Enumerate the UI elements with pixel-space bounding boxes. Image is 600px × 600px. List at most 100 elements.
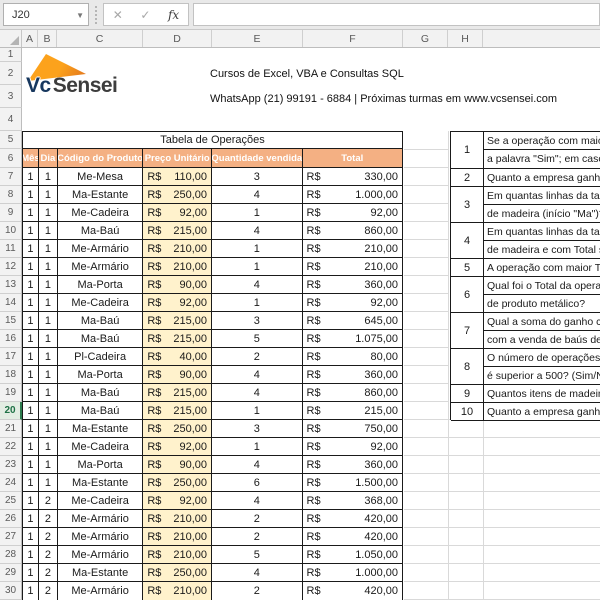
row-header-15[interactable]: 15	[0, 312, 22, 330]
cell-codigo[interactable]: Me-Armário	[57, 240, 144, 258]
cell-preco[interactable]: R$ 90,00	[143, 456, 213, 474]
column-header-H[interactable]: H	[448, 30, 483, 47]
cell-quantidade[interactable]: 4	[212, 564, 303, 582]
question-number[interactable]: 1	[451, 132, 484, 169]
cell-total[interactable]: R$ 92,00	[302, 294, 403, 312]
cell-quantidade[interactable]: 3	[212, 312, 303, 330]
cell-total[interactable]: R$ 210,00	[302, 258, 403, 276]
cell-preco[interactable]: R$ 210,00	[143, 546, 213, 564]
question-line[interactable]: Se a operação com maior T	[484, 132, 600, 150]
cell-codigo[interactable]: Me-Cadeira	[57, 492, 144, 510]
cell-total[interactable]: R$ 330,00	[302, 168, 403, 186]
cell-codigo[interactable]: Me-Cadeira	[57, 438, 144, 456]
cell-codigo[interactable]: Ma-Porta	[57, 456, 144, 474]
row-header-2[interactable]: 2	[0, 62, 22, 85]
cell-total[interactable]: R$ 1.050,00	[302, 546, 403, 564]
row-header-23[interactable]: 23	[0, 456, 22, 474]
cell-codigo[interactable]: Me-Armário	[57, 510, 144, 528]
operations-header-4[interactable]: Quantidade vendida	[212, 149, 303, 168]
row-header-17[interactable]: 17	[0, 348, 22, 366]
cell-preco[interactable]: R$ 250,00	[143, 420, 213, 438]
cell-dia[interactable]: 1	[38, 294, 58, 312]
operations-header-0[interactable]: Mês	[23, 149, 39, 168]
cell-quantidade[interactable]: 2	[212, 582, 303, 600]
cell-preco[interactable]: R$ 92,00	[143, 204, 213, 222]
cell-codigo[interactable]: Ma-Estante	[57, 474, 144, 492]
cell-codigo[interactable]: Me-Armário	[58, 582, 144, 600]
cell-codigo[interactable]: Me-Cadeira	[57, 294, 144, 312]
cell-quantidade[interactable]: 4	[212, 186, 303, 204]
cell-mes[interactable]: 1	[23, 402, 39, 420]
cell-codigo[interactable]: Me-Armário	[57, 528, 144, 546]
name-box-dropdown-icon[interactable]: ▼	[76, 11, 84, 20]
cell-dia[interactable]: 1	[38, 420, 58, 438]
cell-preco[interactable]: R$ 210,00	[143, 528, 213, 546]
operations-header-5[interactable]: Total	[302, 149, 402, 168]
question-line[interactable]: A operação com maior Tot	[484, 259, 600, 277]
row-header-14[interactable]: 14	[0, 294, 22, 312]
cell-quantidade[interactable]: 1	[212, 240, 303, 258]
cell-mes[interactable]: 1	[23, 492, 39, 510]
row-header-8[interactable]: 8	[0, 186, 22, 204]
cancel-icon[interactable]: ✕	[112, 7, 123, 22]
cell-preco[interactable]: R$ 210,00	[143, 258, 213, 276]
cell-total[interactable]: R$ 420,00	[302, 528, 403, 546]
cell-quantidade[interactable]: 1	[212, 294, 303, 312]
cell-preco[interactable]: R$ 250,00	[143, 564, 213, 582]
cell-dia[interactable]: 1	[38, 384, 58, 402]
cell-mes[interactable]: 1	[23, 294, 39, 312]
column-header-C[interactable]: C	[57, 30, 143, 47]
cell-total[interactable]: R$ 92,00	[302, 204, 403, 222]
row-header-10[interactable]: 10	[0, 222, 22, 240]
cell-preco[interactable]: R$ 215,00	[143, 402, 213, 420]
row-header-5[interactable]: 5	[0, 131, 22, 149]
cell-codigo[interactable]: Pl-Cadeira	[57, 348, 144, 366]
cell-preco[interactable]: R$ 215,00	[143, 384, 213, 402]
cell-mes[interactable]: 1	[23, 510, 39, 528]
row-header-4[interactable]: 4	[0, 108, 22, 131]
cell-mes[interactable]: 1	[23, 456, 39, 474]
cell-total[interactable]: R$ 368,00	[302, 492, 403, 510]
row-header-30[interactable]: 30	[0, 582, 22, 600]
question-number[interactable]: 4	[451, 223, 484, 259]
question-number[interactable]: 8	[451, 349, 484, 385]
question-line[interactable]: Qual a soma do ganho com	[484, 313, 600, 331]
question-line[interactable]: Quantos itens de madeira	[484, 385, 600, 403]
question-line[interactable]: com a venda de baús de m	[484, 331, 600, 349]
cell-quantidade[interactable]: 4	[212, 222, 303, 240]
column-header-E[interactable]: E	[212, 30, 303, 47]
row-header-13[interactable]: 13	[0, 276, 22, 294]
cell-mes[interactable]: 1	[23, 312, 39, 330]
question-line[interactable]: O número de operações e	[484, 349, 600, 367]
cell-quantidade[interactable]: 3	[212, 168, 303, 186]
cell-mes[interactable]: 1	[23, 276, 39, 294]
cell-codigo[interactable]: Ma-Baú	[57, 330, 144, 348]
cell-total[interactable]: R$ 860,00	[302, 384, 403, 402]
cell-quantidade[interactable]: 6	[212, 474, 303, 492]
cell-mes[interactable]: 1	[23, 366, 39, 384]
cell-codigo[interactable]: Ma-Baú	[57, 384, 144, 402]
cell-codigo[interactable]: Me-Armário	[57, 258, 144, 276]
cell-dia[interactable]: 2	[38, 528, 58, 546]
cell-mes[interactable]: 1	[23, 330, 39, 348]
question-line[interactable]: Quanto a empresa ganhou	[484, 403, 600, 421]
cell-total[interactable]: R$ 420,00	[306, 585, 399, 597]
cell-mes[interactable]: 1	[23, 348, 39, 366]
question-line[interactable]: de madeira e com Total su	[484, 241, 600, 259]
cell-codigo[interactable]: Ma-Estante	[57, 420, 144, 438]
cell-quantidade[interactable]: 2	[212, 348, 303, 366]
cell-total[interactable]: R$ 750,00	[302, 420, 403, 438]
cell-quantidade[interactable]: 5	[212, 546, 303, 564]
formula-input[interactable]	[193, 3, 600, 26]
cell-dia[interactable]: 1	[38, 222, 58, 240]
operations-header-1[interactable]: Dia	[38, 149, 58, 168]
cell-mes[interactable]: 1	[23, 420, 39, 438]
row-header-21[interactable]: 21	[0, 420, 22, 438]
operations-header-2[interactable]: Código do Produto	[57, 149, 144, 168]
question-number[interactable]: 9	[451, 385, 484, 403]
cell-preco[interactable]: R$ 215,00	[143, 330, 213, 348]
row-header-24[interactable]: 24	[0, 474, 22, 492]
cell-dia[interactable]: 1	[38, 204, 58, 222]
row-header-3[interactable]: 3	[0, 85, 22, 108]
cell-total[interactable]: R$ 80,00	[302, 348, 403, 366]
